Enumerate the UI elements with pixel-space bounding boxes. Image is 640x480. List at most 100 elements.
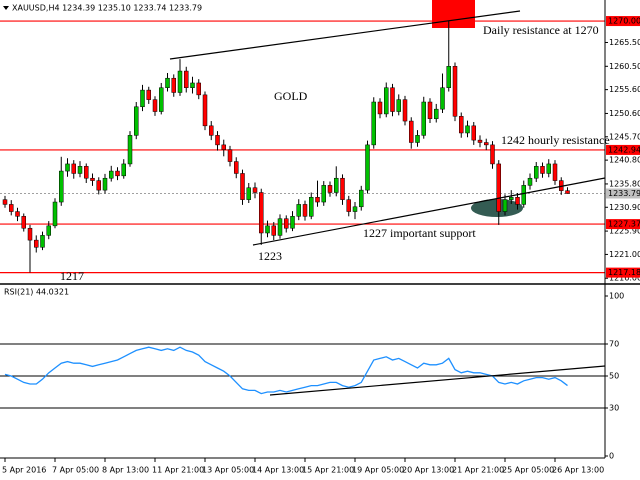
candle-body xyxy=(340,177,345,200)
candle-body xyxy=(171,77,176,93)
x-tick-label: 7 Apr 05:00 xyxy=(52,466,99,475)
candle-body xyxy=(371,101,376,146)
candle-body xyxy=(315,197,320,203)
candle-body xyxy=(515,197,520,205)
candle-body xyxy=(377,101,383,115)
candle-body xyxy=(84,166,89,179)
trendline xyxy=(269,365,606,396)
candle-body xyxy=(127,135,133,165)
y-tick-label: 50 xyxy=(609,372,619,381)
y-tick-label: 1225.90 xyxy=(609,227,640,236)
candle-body xyxy=(215,135,220,146)
candle-body xyxy=(34,239,39,248)
annotation: 1242 hourly resistance xyxy=(501,133,610,147)
candle-body xyxy=(440,87,445,110)
candle-body xyxy=(27,227,33,241)
candle-body xyxy=(509,197,514,200)
candle-body xyxy=(246,187,251,200)
y-tick-label: 0 xyxy=(609,452,614,461)
candle-body xyxy=(415,135,420,143)
candle-body xyxy=(452,66,458,117)
x-tick-label: 25 Apr 05:00 xyxy=(502,466,554,475)
x-tick-label: 5 Apr 2016 xyxy=(2,466,46,475)
candle-body xyxy=(396,99,401,112)
candle-body xyxy=(159,87,164,112)
candle-body xyxy=(502,199,508,212)
candle-body xyxy=(427,101,433,119)
candle-body xyxy=(196,82,201,96)
level-label: 1242.94 xyxy=(608,145,640,154)
y-tick-label: 1245.70 xyxy=(609,132,640,141)
candle-body xyxy=(527,177,533,186)
y-tick-label: 1216.00 xyxy=(609,274,640,283)
candle-body xyxy=(209,125,214,136)
y-tick-label: 1221.00 xyxy=(609,250,640,259)
candle-body xyxy=(184,70,189,88)
rsi-title: RSI(21) 44.0321 xyxy=(4,288,69,297)
candle-body xyxy=(109,170,114,179)
candle-body xyxy=(459,116,464,134)
menu-triangle xyxy=(3,6,9,10)
candle-body xyxy=(277,218,283,236)
x-tick-label: 13 Apr 05:00 xyxy=(202,466,254,475)
candle-body xyxy=(234,161,239,174)
candle-body xyxy=(140,89,145,108)
x-tick-label: 19 Apr 05:00 xyxy=(352,466,404,475)
x-tick-label: 20 Apr 13:00 xyxy=(402,466,454,475)
y-tick-label: 1255.60 xyxy=(609,85,640,94)
candle-body xyxy=(346,199,351,212)
x-tick-label: 26 Apr 13:00 xyxy=(552,466,604,475)
candle-body xyxy=(202,94,208,127)
x-tick-label: 21 Apr 21:00 xyxy=(452,466,504,475)
annotation: 1223 xyxy=(258,249,282,263)
resistance-zone xyxy=(432,0,475,28)
level-label: 1227.37 xyxy=(608,220,640,229)
chart-title: XAUUSD,H4 1234.39 1235.10 1233.74 1233.7… xyxy=(12,4,202,13)
trendline xyxy=(252,177,606,246)
y-tick-label: 1235.80 xyxy=(609,179,640,188)
candle-body xyxy=(534,166,539,179)
candle-body xyxy=(121,163,126,177)
candle-body xyxy=(540,166,545,174)
candle-body xyxy=(334,177,339,193)
candle-body xyxy=(152,99,158,112)
candle-body xyxy=(471,125,476,141)
level-label: 1270.00 xyxy=(608,17,640,26)
y-tick-label: 1250.60 xyxy=(609,109,640,118)
candle-body xyxy=(309,197,314,217)
candle-body xyxy=(102,177,108,191)
candle-body xyxy=(302,204,308,217)
candle-body xyxy=(177,70,183,93)
candle-body xyxy=(296,204,301,217)
candle-body xyxy=(271,225,276,236)
candle-body xyxy=(365,144,370,191)
candle-body xyxy=(221,144,226,150)
current-price-box xyxy=(606,188,640,199)
y-tick-label: 1230.90 xyxy=(609,203,640,212)
trendline xyxy=(169,10,521,60)
y-tick-label: 70 xyxy=(609,340,619,349)
candle-body xyxy=(77,166,83,174)
x-tick-label: 14 Apr 13:00 xyxy=(252,466,304,475)
candle-body xyxy=(384,87,389,115)
current-price-label: 1233.79 xyxy=(608,189,640,198)
level-box xyxy=(606,144,640,155)
candle-body xyxy=(521,185,526,205)
candle-body xyxy=(434,108,439,119)
candle-body xyxy=(115,170,120,177)
candle-body xyxy=(46,225,51,236)
candle-body xyxy=(552,163,558,181)
candle-body xyxy=(352,206,358,212)
level-box xyxy=(606,16,640,27)
candle-body xyxy=(546,163,551,174)
candle-body xyxy=(9,204,14,212)
candle-body xyxy=(227,149,233,162)
candle-body xyxy=(484,142,489,146)
y-tick-label: 1240.80 xyxy=(609,156,640,165)
candle-body xyxy=(71,163,76,174)
candle-body xyxy=(65,163,70,172)
candle-body xyxy=(402,99,408,122)
